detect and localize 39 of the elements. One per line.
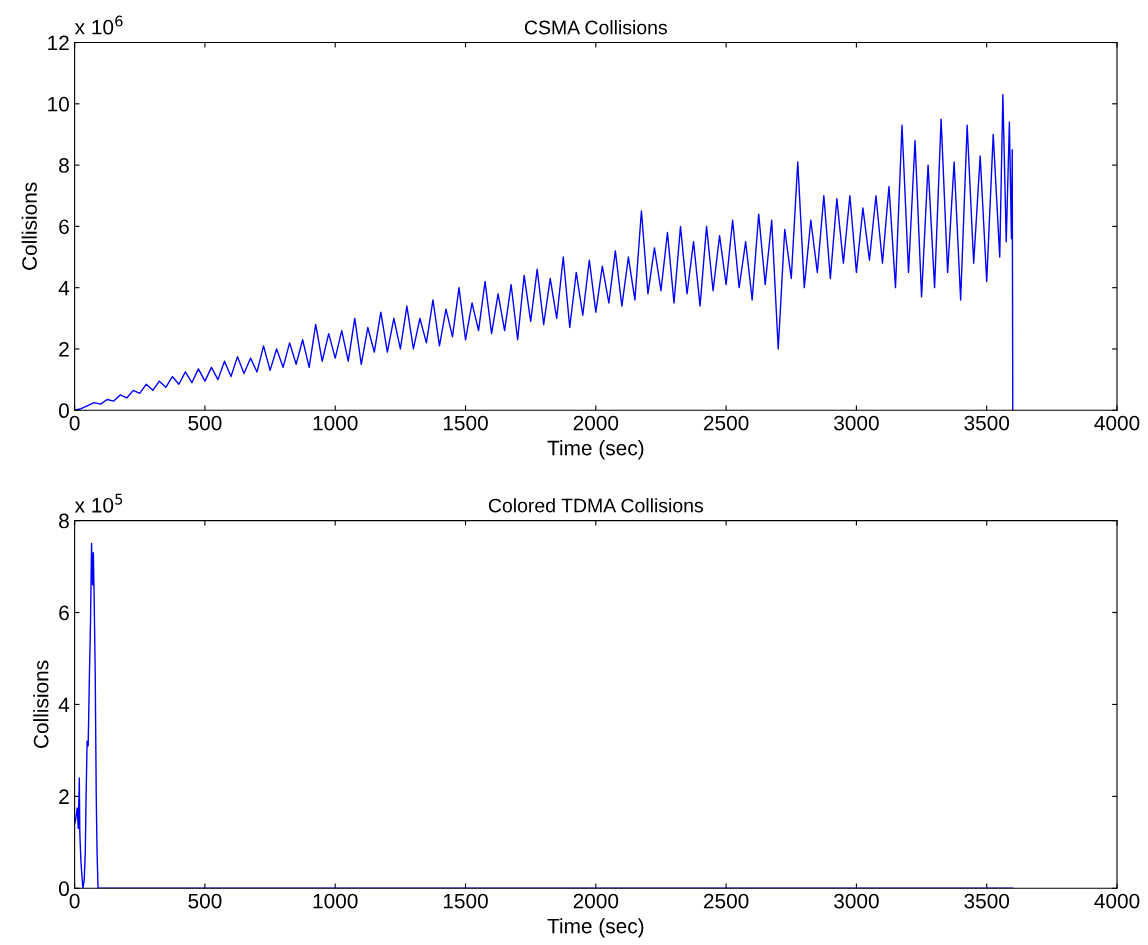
y-tick-label: 2	[59, 341, 69, 357]
x-tick-label: 2500	[703, 893, 749, 909]
y-tick-label: 8	[59, 513, 69, 529]
y-tick-label: 12	[48, 35, 69, 51]
x-tick-label: 1500	[443, 415, 488, 431]
text: x 10$^{5}$	[74, 493, 123, 513]
x-tick-label: 4000	[1094, 893, 1140, 909]
x-tick-label: 3000	[834, 415, 879, 431]
x-tick-label: 1000	[313, 893, 358, 909]
x-tick-label: 2000	[573, 893, 619, 909]
y-tick-label: 4	[58, 280, 70, 296]
y-tick-label: 4	[58, 697, 70, 712]
x-tick-label: 3500	[964, 415, 1010, 431]
y-axis-title: Collisions	[21, 182, 37, 270]
x-tick-label: 2500	[703, 415, 749, 431]
y-tick-label: 6	[59, 219, 69, 235]
line-series	[74, 93, 1014, 411]
x-tick-label: 500	[188, 893, 222, 909]
y-tick-label: 6	[59, 605, 69, 621]
x-tick-label: 2000	[573, 415, 619, 431]
x-tick-label: 4000	[1094, 415, 1140, 431]
x-axis-title: Time (sec)	[547, 918, 644, 938]
y-tick-label: 0	[58, 881, 69, 897]
y-tick-label: 10	[48, 96, 69, 112]
x-tick-label: 1500	[443, 893, 488, 909]
y-tick-label: 2	[59, 789, 69, 804]
chart-title: CSMA Collisions	[524, 20, 667, 35]
x-tick-label: 0	[69, 893, 80, 909]
y-axis-title: Collisions	[33, 660, 49, 748]
text: x 10$^{6}$	[74, 15, 123, 35]
x-tick-label: 0	[69, 415, 80, 431]
x-tick-label: 1000	[313, 415, 358, 431]
x-axis-title: Time (sec)	[547, 440, 644, 460]
chart-title: Colored TDMA Collisions	[488, 498, 704, 513]
y-tick-label: 8	[59, 158, 69, 173]
x-tick-label: 500	[188, 415, 222, 431]
x-tick-label: 3500	[964, 893, 1010, 909]
x-tick-label: 3000	[834, 893, 879, 909]
y-tick-label: 0	[58, 403, 69, 419]
